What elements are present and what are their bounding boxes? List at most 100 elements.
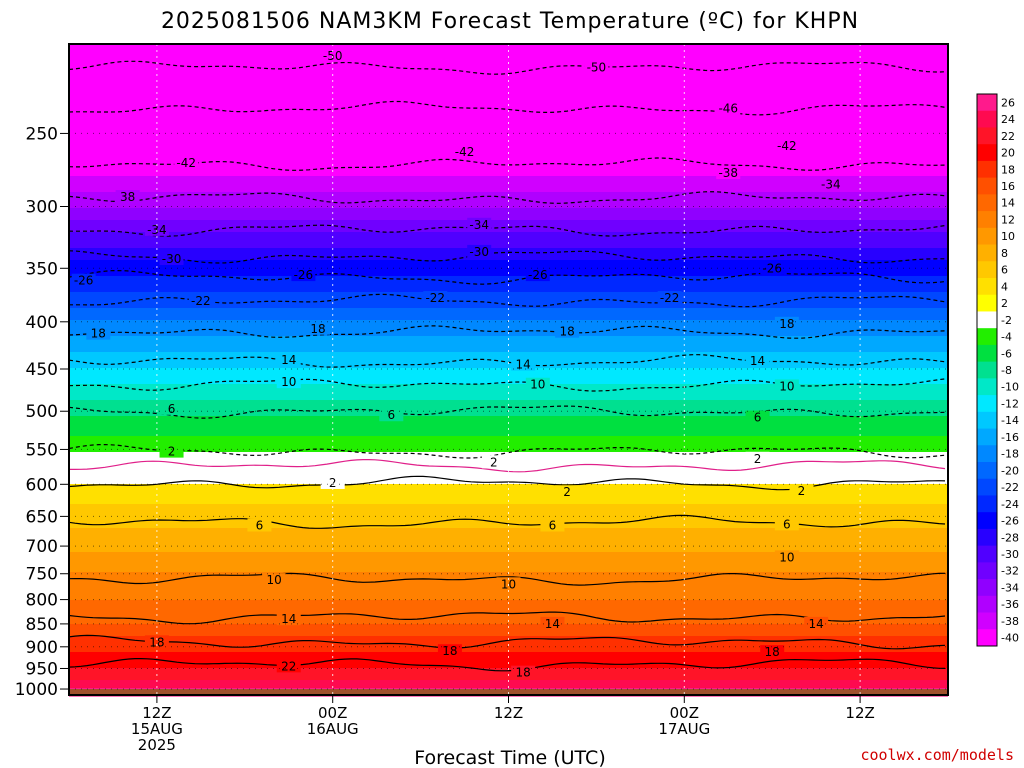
colorbar-tick-label: 24: [1001, 113, 1015, 126]
colorbar-tick-label: -14: [1001, 414, 1019, 427]
temperature-band: [69, 52, 948, 57]
contour-label-bg: [525, 268, 550, 282]
temperature-band: [69, 452, 948, 457]
colorbar-swatch: [977, 278, 997, 296]
contour-label: 6: [549, 519, 557, 533]
temperature-band: [69, 44, 948, 49]
contour-label: -34: [821, 178, 841, 192]
temperature-band: [69, 376, 948, 381]
temperature-band: [69, 416, 948, 421]
colorbar-swatch: [977, 110, 997, 128]
colorbar-tick-label: 26: [1001, 96, 1015, 109]
colorbar-tick-label: 16: [1001, 180, 1015, 193]
y-tick-label: 950: [26, 659, 58, 679]
contour-label: 18: [765, 645, 780, 659]
contour-label: 2: [754, 452, 762, 466]
contour-label-bg: [467, 244, 492, 258]
colorbar-tick-label: -6: [1001, 347, 1012, 360]
contour-label: 10: [779, 550, 794, 564]
colorbar-swatch: [977, 428, 997, 446]
x-tick-label: 17AUG: [658, 720, 710, 738]
temperature-band: [69, 88, 948, 93]
x-tick-label: 2025: [138, 736, 176, 754]
y-tick-label: 700: [26, 537, 58, 557]
contour-line: [68, 611, 946, 625]
colorbar-swatch: [977, 528, 997, 547]
y-tick-label: 250: [26, 124, 58, 144]
contour-line: [68, 572, 946, 586]
colorbar-swatch: [977, 445, 997, 463]
colorbar-swatch: [977, 211, 997, 229]
temperature-band: [69, 244, 948, 249]
colorbar-tick-label: -28: [1001, 531, 1019, 544]
contour-label: 6: [387, 408, 395, 422]
colorbar-swatch: [977, 144, 997, 162]
colorbar-swatch: [977, 244, 997, 262]
temperature-band: [69, 496, 948, 501]
colorbar-tick-label: 18: [1001, 163, 1015, 176]
temperature-band: [69, 572, 948, 577]
chart-title: 2025081506 NAM3KM Forecast Temperature (…: [161, 9, 859, 34]
temperature-band: [69, 104, 948, 109]
contour-label-bg: [540, 518, 565, 532]
contour-label-bg: [789, 483, 814, 497]
temperature-band: [69, 548, 948, 553]
contour-label-bg: [320, 48, 345, 62]
colorbar-swatch: [977, 378, 997, 396]
x-tick-label: 16AUG: [307, 720, 359, 738]
contour-label-bg: [291, 268, 316, 282]
colorbar-tick-label: -10: [1001, 381, 1019, 394]
temperature-band: [69, 400, 948, 405]
temperature-band: [69, 560, 948, 565]
temperature-band: [69, 328, 948, 333]
temperature-band: [69, 524, 948, 529]
contour-label-bg: [760, 645, 785, 659]
temperature-band: [69, 116, 948, 121]
contour-label-bg: [174, 155, 199, 169]
contour-label: 18: [149, 635, 164, 649]
temperature-band: [69, 488, 948, 493]
contour-label-bg: [276, 352, 301, 366]
contour-label-bg: [774, 517, 799, 531]
colorbar-tick-label: -38: [1001, 615, 1019, 628]
temperature-band: [69, 284, 948, 289]
temperature-band: [69, 172, 948, 177]
y-tick-label: 750: [26, 565, 58, 585]
temperature-band: [69, 676, 948, 681]
contour-label-bg: [144, 635, 169, 649]
colorbar-tick-label: -30: [1001, 548, 1019, 561]
temperature-band: [69, 200, 948, 205]
temperature-band: [69, 224, 948, 229]
colorbar-tick-label: -34: [1001, 581, 1019, 594]
contour-label: -46: [718, 102, 738, 116]
colorbar-tick-label: -12: [1001, 397, 1019, 410]
temperature-band: [69, 76, 948, 81]
temperature-band: [69, 520, 948, 525]
temperature-band: [69, 340, 948, 345]
contour-label-bg: [276, 659, 301, 673]
temperature-band: [69, 556, 948, 561]
contour-line: [68, 634, 946, 650]
contour-label: 10: [779, 379, 794, 393]
contour-label-bg: [555, 485, 580, 499]
temperature-band: [69, 596, 948, 601]
contour-label-bg: [555, 324, 580, 338]
temperature-band: [69, 64, 948, 69]
contour-label: 18: [91, 327, 106, 341]
colorbar-tick-label: 2: [1001, 297, 1008, 310]
contour-label-bg: [276, 375, 301, 389]
temperature-band: [69, 128, 948, 133]
contour-label: 18: [779, 317, 794, 331]
temperature-band: [69, 592, 948, 597]
contour-label-bg: [745, 353, 770, 367]
colorbar-swatch: [977, 294, 997, 312]
colorbar-tick-label: -40: [1001, 632, 1019, 645]
colorbar-tick-label: 14: [1001, 197, 1015, 210]
contour-label: -22: [660, 291, 680, 305]
temperature-band: [69, 56, 948, 61]
temperature-band: [69, 500, 948, 505]
contour-label: 18: [516, 666, 531, 680]
contour-label: 14: [750, 354, 765, 368]
temperature-band: [69, 632, 948, 637]
temperature-band: [69, 92, 948, 97]
